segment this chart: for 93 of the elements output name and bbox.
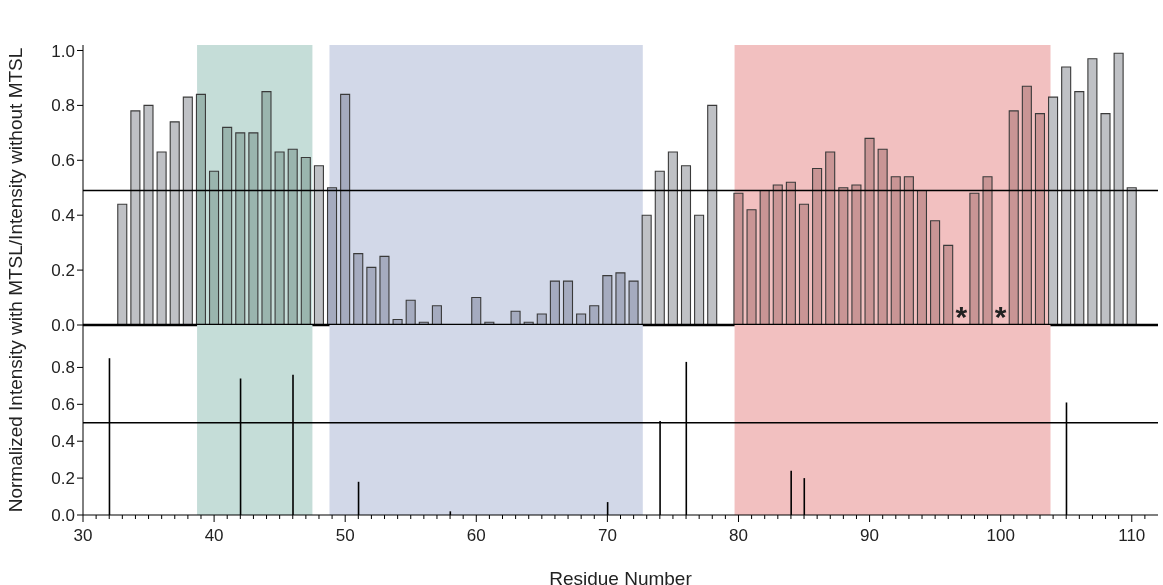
x-axis-title: Residue Number bbox=[549, 568, 693, 585]
bar bbox=[838, 187, 849, 325]
bar bbox=[261, 91, 272, 325]
bar bbox=[366, 266, 377, 325]
bar bbox=[707, 104, 718, 325]
x-tick-label: 100 bbox=[986, 526, 1015, 545]
bar bbox=[169, 121, 180, 325]
bar bbox=[143, 104, 154, 325]
bar bbox=[798, 203, 810, 325]
bar bbox=[864, 137, 875, 325]
bar bbox=[1021, 85, 1032, 325]
y-tick-label: 0.6 bbox=[51, 151, 75, 171]
annotation: * bbox=[994, 300, 1007, 333]
y-tick-label: 0.4 bbox=[51, 206, 75, 226]
bar bbox=[680, 165, 692, 325]
bar bbox=[182, 96, 193, 325]
bar bbox=[156, 151, 167, 325]
bar bbox=[235, 132, 246, 325]
bar bbox=[589, 305, 600, 325]
bar bbox=[313, 165, 324, 325]
bar bbox=[628, 280, 639, 325]
bar bbox=[195, 93, 206, 325]
bar bbox=[1008, 110, 1019, 325]
bar bbox=[654, 170, 665, 325]
bar bbox=[117, 203, 128, 325]
x-tick-label: 30 bbox=[73, 526, 93, 545]
bar bbox=[615, 272, 626, 325]
bar bbox=[930, 220, 941, 325]
x-tick-label: 70 bbox=[597, 526, 617, 545]
bar bbox=[326, 187, 338, 325]
bar bbox=[576, 313, 587, 325]
x-tick-label: 110 bbox=[1118, 526, 1146, 545]
bar bbox=[536, 313, 547, 325]
bar bbox=[916, 189, 928, 325]
bar bbox=[392, 318, 403, 325]
bar bbox=[877, 148, 888, 325]
bar bbox=[340, 93, 351, 325]
bar bbox=[248, 132, 259, 325]
annotation: * bbox=[955, 300, 968, 333]
x-tick-label: 80 bbox=[729, 526, 748, 545]
y-tick-label: 0.2 bbox=[51, 469, 75, 489]
y-tick-label: 0.4 bbox=[51, 432, 75, 452]
x-tick-label: 40 bbox=[204, 526, 224, 545]
bar bbox=[969, 192, 980, 325]
bar bbox=[890, 176, 901, 325]
x-tick-label: 50 bbox=[335, 526, 355, 545]
bar bbox=[471, 297, 482, 325]
bar bbox=[379, 255, 390, 325]
bar bbox=[208, 170, 220, 325]
bar bbox=[759, 189, 770, 325]
bar bbox=[1048, 96, 1059, 325]
bar bbox=[1113, 52, 1124, 325]
bar bbox=[667, 151, 678, 325]
bar bbox=[851, 184, 862, 325]
bar bbox=[549, 280, 560, 325]
y-tick-label: 0.0 bbox=[51, 506, 75, 526]
bar bbox=[746, 209, 757, 325]
x-tick-label: 60 bbox=[466, 526, 486, 545]
bar bbox=[562, 280, 574, 325]
bar bbox=[982, 176, 993, 325]
bar bbox=[287, 148, 298, 325]
x-tick-label: 90 bbox=[860, 526, 880, 545]
bar bbox=[772, 184, 783, 325]
bar bbox=[943, 244, 954, 325]
bar bbox=[510, 310, 521, 325]
bar bbox=[1074, 91, 1085, 325]
y-tick-label: 0.6 bbox=[51, 395, 75, 415]
y-axis-title: Normalized Intensity with MTSL/Intensity without MTSL bbox=[5, 47, 27, 513]
bar bbox=[405, 299, 416, 325]
bar bbox=[903, 176, 914, 325]
bar bbox=[1087, 58, 1098, 325]
bar bbox=[222, 126, 233, 325]
bar bbox=[130, 110, 141, 325]
bar bbox=[353, 253, 364, 325]
bar bbox=[274, 151, 285, 325]
y-tick-label: 0.0 bbox=[51, 316, 75, 336]
y-tick-label: 0.8 bbox=[51, 358, 75, 378]
bar bbox=[300, 157, 311, 325]
y-tick-label: 1.0 bbox=[51, 41, 75, 61]
bar bbox=[431, 305, 442, 325]
bar bbox=[694, 214, 705, 325]
y-tick-label: 0.8 bbox=[51, 96, 75, 116]
bar bbox=[1061, 66, 1072, 325]
bar bbox=[602, 275, 613, 325]
bar bbox=[1100, 113, 1111, 325]
bar bbox=[1126, 187, 1137, 325]
bar bbox=[1034, 113, 1046, 325]
bar bbox=[812, 167, 823, 325]
bar bbox=[733, 192, 744, 325]
y-tick-label: 0.2 bbox=[51, 261, 75, 281]
bar bbox=[785, 181, 796, 325]
bar bbox=[641, 214, 652, 325]
bar bbox=[825, 151, 836, 325]
